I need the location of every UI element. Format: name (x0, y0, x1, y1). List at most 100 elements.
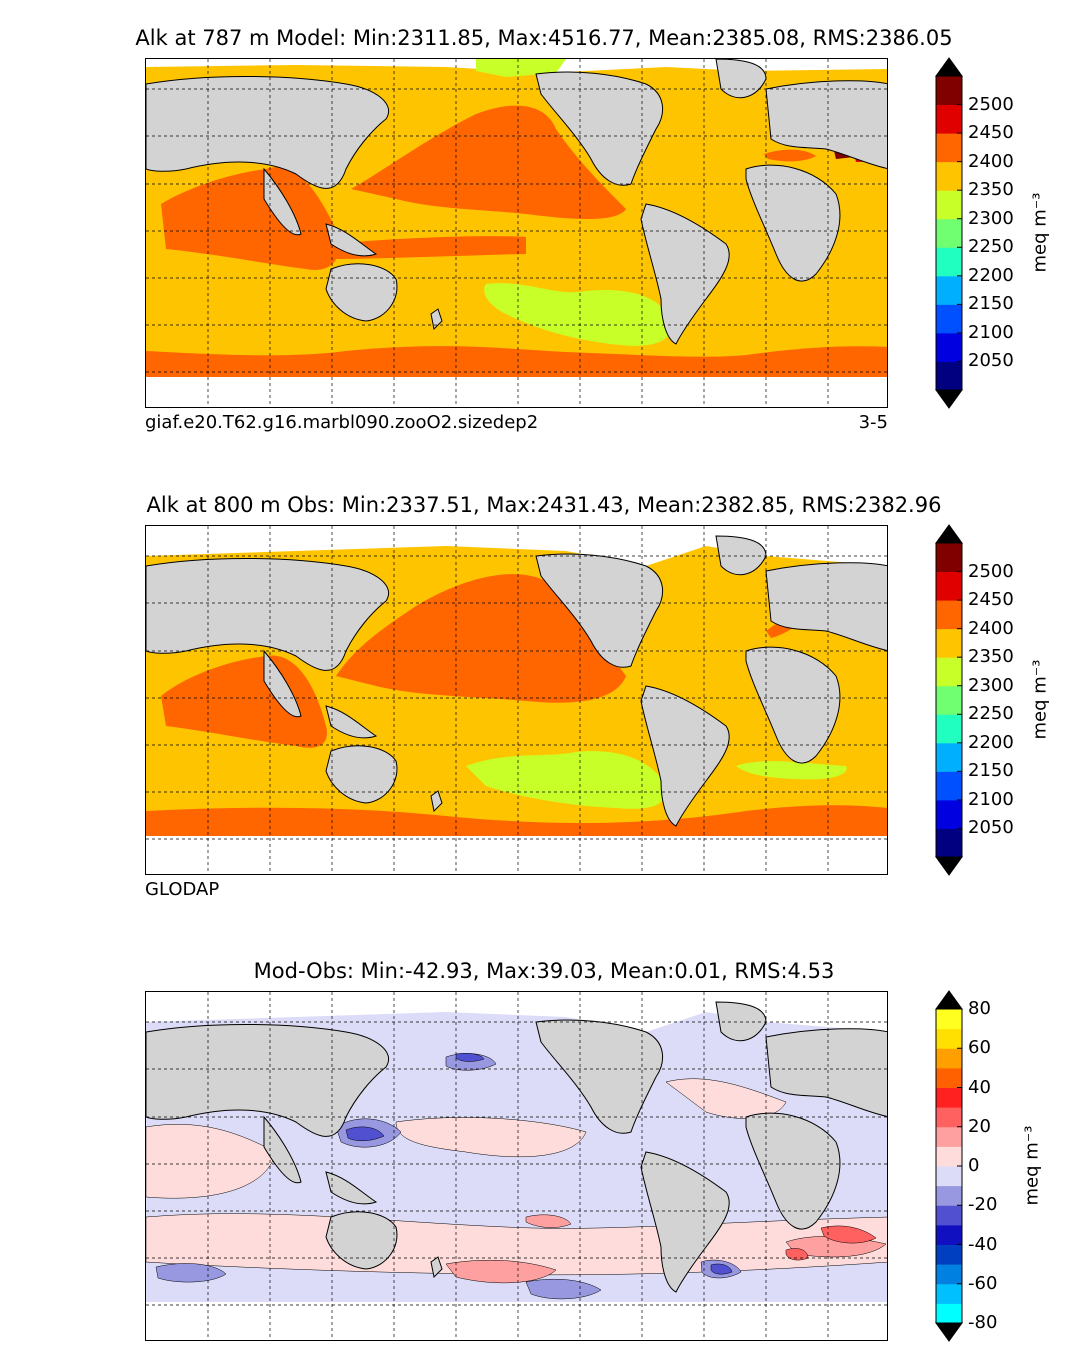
new-zealand-land (430, 790, 443, 813)
colorbar-segment (936, 104, 962, 134)
colorbar-tick-label: 2050 (968, 817, 1014, 839)
colorbar-segment (936, 714, 962, 744)
colorbar-tick-label: 20 (968, 1115, 991, 1137)
colorbar-segment (936, 1283, 962, 1304)
panel2-title: Alk at 800 m Obs: Min:2337.51, Max:2431.… (146, 493, 942, 517)
colorbar-segment (936, 1067, 962, 1088)
colorbar-segment (936, 247, 962, 277)
mediterranean-region (764, 149, 816, 162)
colorbar-tick-label: -60 (968, 1272, 998, 1294)
panel1-colorbar-label: meq m⁻³ (1029, 192, 1051, 273)
new-zealand-land (430, 1256, 443, 1279)
colorbar-segment (936, 218, 962, 248)
colorbar-under-arrow (935, 856, 963, 876)
colorbar-segment (936, 600, 962, 630)
antarctic-nodata (146, 1302, 887, 1340)
colorbar-segment (936, 133, 962, 163)
strong-positive-regions (785, 1225, 877, 1261)
graticule (146, 526, 887, 874)
land-masses (146, 59, 887, 345)
panel1-caption-right: 3-5 (858, 412, 888, 433)
panel1-colorbar (935, 57, 963, 409)
africa-land (745, 646, 841, 764)
colorbar-segment (936, 304, 962, 334)
colorbar-segment (936, 828, 962, 858)
colorbar-segment (936, 275, 962, 305)
colorbar-segment (936, 685, 962, 715)
arctic-lowalk-region (476, 59, 566, 77)
colorbar-segment (936, 190, 962, 220)
south-pacific-lowalk-region (466, 751, 667, 809)
maritime-continent-land (325, 705, 378, 739)
colorbar-tick-label: 60 (968, 1037, 991, 1059)
south-pacific-lowalk-region (484, 283, 672, 346)
maritime-continent-land (325, 1171, 378, 1205)
maritime-continent-land (325, 223, 378, 257)
panel1-title: Alk at 787 m Model: Min:2311.85, Max:451… (135, 26, 953, 50)
south-america-land (640, 1151, 730, 1293)
panel2-map (145, 525, 888, 875)
colorbar-tick-label: 2500 (968, 560, 1014, 582)
colorbar-segment (936, 1244, 962, 1265)
indian-ocean-highalk-region (161, 167, 340, 270)
equatorial-pacific-band (326, 236, 526, 259)
colorbar-tick-label: 80 (968, 998, 991, 1019)
north-america-land (535, 553, 664, 668)
colorbar-segment (936, 1087, 962, 1108)
panel1-caption-left: giaf.e20.T62.g16.marbl090.zooO2.sizedep2 (145, 412, 539, 433)
colorbar-tick-label: 2450 (968, 589, 1014, 611)
colorbar-segment (936, 742, 962, 772)
colorbar-over-arrow (935, 990, 963, 1010)
colorbar-tick-label: 2500 (968, 93, 1014, 115)
panel3-colorbar-svg (935, 990, 963, 1342)
colorbar-segment (936, 628, 962, 658)
colorbar-segment (936, 799, 962, 829)
colorbar-segment (936, 1205, 962, 1226)
colorbar-tick-label: 2250 (968, 703, 1014, 725)
strong-negative-regions (345, 1052, 733, 1275)
colorbar-tick-label: 2300 (968, 674, 1014, 696)
australia-land (325, 1211, 398, 1270)
north-pacific-highalk-region (351, 105, 626, 219)
eurasia-land (146, 1024, 389, 1137)
colorbar-tick-label: 2300 (968, 207, 1014, 229)
colorbar-segment (936, 1009, 962, 1030)
colorbar-segment (936, 543, 962, 573)
colorbar-segment (936, 1048, 962, 1069)
arctic-nodata (146, 992, 887, 1032)
colorbar-tick-label: 2400 (968, 150, 1014, 172)
colorbar-segment (936, 1185, 962, 1206)
colorbar-segment (936, 1107, 962, 1128)
colorbar-tick-label: 2450 (968, 122, 1014, 144)
graticule (146, 59, 887, 407)
land-masses (146, 1001, 887, 1293)
colorbar-tick-label: -80 (968, 1312, 998, 1333)
southern-ocean-highalk-band (146, 346, 887, 381)
colorbar-tick-label: 2400 (968, 617, 1014, 639)
colorbar-segment (936, 657, 962, 687)
europe-asia-east-land (765, 1028, 887, 1118)
new-zealand-land (430, 308, 443, 331)
colorbar-segment (936, 1166, 962, 1187)
colorbar-segment (936, 332, 962, 362)
colorbar-segment (936, 1126, 962, 1147)
colorbar-border (935, 75, 963, 391)
colorbar-border (935, 542, 963, 858)
australia-land (325, 263, 398, 322)
north-pacific-highalk-region (336, 574, 626, 703)
south-america-land (640, 685, 730, 827)
africa-land (745, 164, 841, 282)
colorbar-tick-label: 2200 (968, 264, 1014, 286)
panel2-caption-left: GLODAP (145, 879, 220, 900)
panel3-map (145, 991, 888, 1341)
colorbar-under-arrow (935, 1322, 963, 1342)
colorbar-tick-label: 40 (968, 1076, 991, 1098)
north-america-land (535, 1019, 664, 1134)
colorbar-tick-label: -20 (968, 1194, 998, 1216)
antarctic-nodata (146, 377, 887, 407)
africa-land (745, 1112, 841, 1230)
colorbar-segment (936, 161, 962, 191)
graticule (146, 992, 887, 1340)
colorbar-segment (936, 361, 962, 391)
panel2-colorbar (935, 524, 963, 876)
